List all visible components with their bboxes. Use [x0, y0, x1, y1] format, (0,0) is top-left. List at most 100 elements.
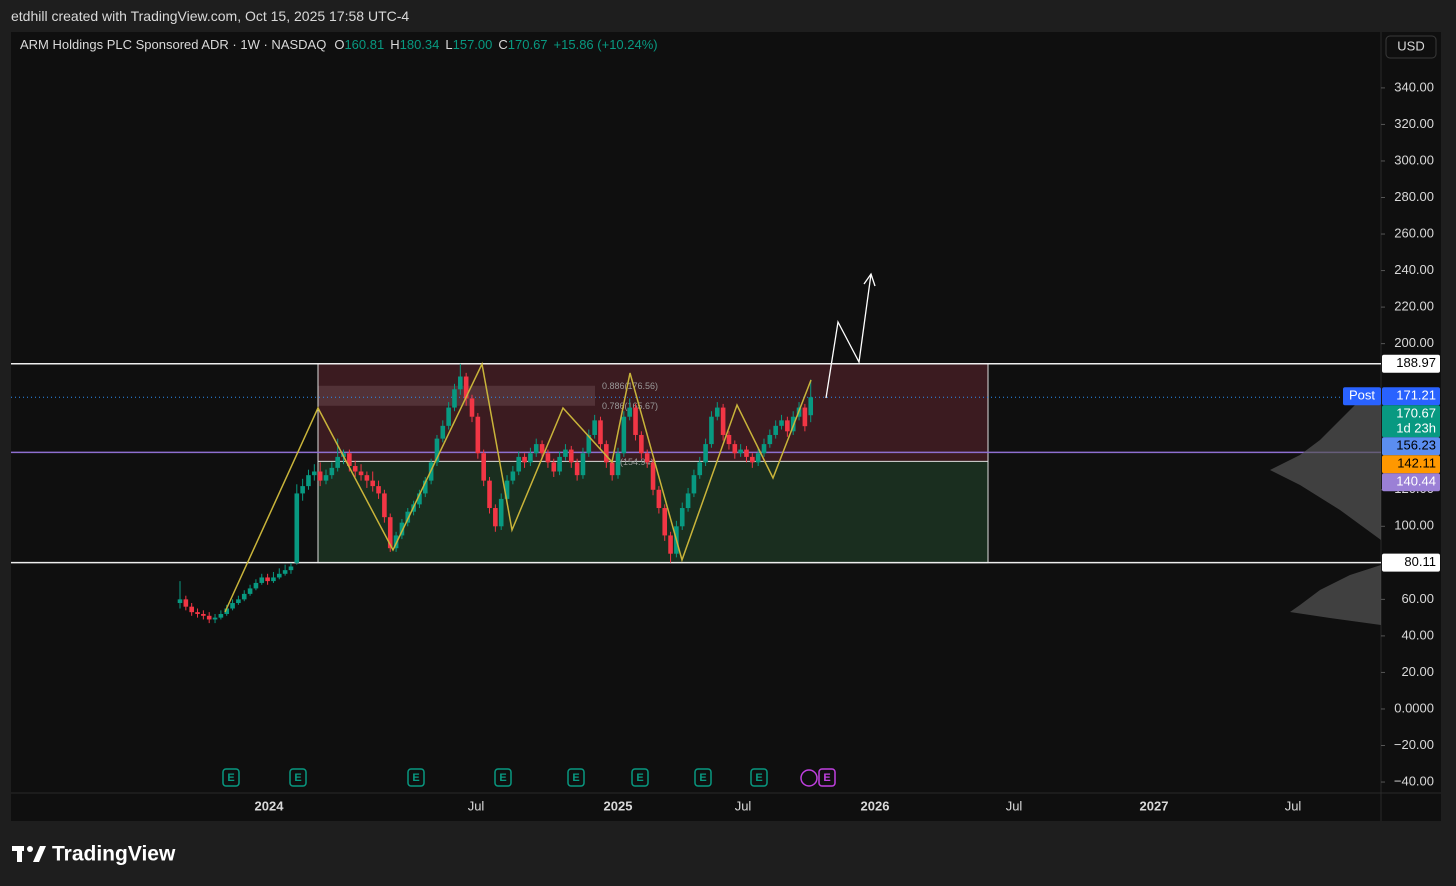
- candle-body: [691, 475, 697, 494]
- change: +15.86 (+10.24%): [554, 37, 658, 52]
- candle-body: [352, 466, 358, 472]
- candle-body: [241, 593, 247, 600]
- candle-body: [545, 453, 551, 463]
- volume-profile: [1270, 392, 1381, 625]
- price-label-box: [1382, 473, 1440, 492]
- symbol: ARM Holdings PLC Sponsored ADR · 1W · NA…: [20, 37, 326, 52]
- candle-body: [627, 407, 632, 417]
- candle-body: [206, 615, 212, 620]
- earnings-label: E: [227, 772, 234, 784]
- candle-body: [539, 444, 545, 454]
- candle-body: [685, 493, 691, 509]
- candle-body: [306, 475, 311, 487]
- earnings-marker: [694, 768, 712, 787]
- candle-body: [551, 462, 557, 472]
- price-label: 80.11: [1404, 554, 1436, 569]
- candle-body: [376, 486, 381, 494]
- y-tick-label: 40.00: [1401, 627, 1434, 642]
- earnings-marker: [567, 768, 585, 787]
- candle-body: [586, 434, 592, 454]
- brand: TradingView: [52, 843, 176, 866]
- candle-body: [387, 517, 393, 549]
- x-tick-label: Jul: [735, 798, 752, 813]
- arrow-head: [863, 272, 876, 287]
- x-tick-label: 2026: [861, 798, 890, 813]
- candle-body: [609, 462, 615, 476]
- price-label-box: [1382, 437, 1440, 456]
- candle-body: [621, 416, 627, 454]
- candle-body: [679, 508, 685, 527]
- candle-body: [709, 416, 714, 445]
- y-tick-label: 340.00: [1394, 79, 1434, 94]
- post-tag-label: Post: [1349, 388, 1375, 403]
- ohlc-value: 170.67: [508, 37, 548, 52]
- price-label: 142.11: [1397, 456, 1436, 471]
- price-label: 156.23: [1396, 438, 1436, 453]
- candle-body: [335, 456, 340, 468]
- x-tick-label: Jul: [1285, 798, 1302, 813]
- earnings-label: E: [823, 772, 830, 784]
- candle-body: [633, 407, 638, 435]
- candle-body: [650, 462, 656, 490]
- candle-body: [720, 407, 726, 435]
- earnings-label: E: [699, 772, 706, 784]
- price-label: 171.21: [1396, 388, 1436, 403]
- candle-body: [405, 511, 411, 523]
- candle-body: [452, 389, 457, 408]
- price-label-box: [1382, 455, 1440, 474]
- candle-body: [271, 577, 276, 582]
- candle-body: [282, 570, 288, 574]
- earnings-marker: [407, 768, 425, 787]
- y-tick-label: 220.00: [1394, 299, 1434, 314]
- x-tick-label: 2025: [604, 798, 633, 813]
- dividend-marker: [800, 769, 818, 787]
- price-label-box: [1382, 387, 1440, 406]
- y-tick-label: 320.00: [1394, 116, 1434, 131]
- earnings-label: E: [755, 772, 762, 784]
- earnings-label: E: [636, 772, 643, 784]
- candle-body: [212, 617, 218, 620]
- supply-zone: [318, 363, 988, 462]
- earnings-label: E: [294, 772, 301, 784]
- candle-body: [738, 449, 743, 454]
- candle-body: [516, 456, 522, 472]
- earnings-marker: [494, 768, 512, 787]
- x-tick-label: 2024: [255, 798, 285, 813]
- candle-body: [528, 453, 533, 463]
- ohlc-key: L: [445, 37, 452, 52]
- candle-body: [487, 480, 492, 509]
- y-tick-label: 300.00: [1394, 152, 1434, 167]
- candle-body: [294, 493, 300, 563]
- candle-body: [802, 407, 808, 427]
- candle-body: [469, 398, 475, 417]
- price-label-box: [1382, 553, 1440, 572]
- candle-body: [533, 444, 539, 454]
- candle-body: [183, 599, 189, 607]
- price-label: 188.97: [1396, 355, 1436, 370]
- brand-logo: [12, 846, 46, 862]
- y-tick-label: 260.00: [1394, 225, 1434, 240]
- earnings-marker: [289, 768, 307, 787]
- candle-body: [300, 486, 305, 494]
- candle-body: [358, 471, 364, 476]
- ohlc-value: 180.34: [400, 37, 440, 52]
- candle-body: [557, 456, 562, 472]
- candle-body: [481, 453, 486, 481]
- candle-body: [639, 434, 644, 454]
- candle-body: [201, 613, 206, 616]
- y-tick-label: 240.00: [1394, 262, 1434, 277]
- post-tag: [1343, 387, 1381, 406]
- ohlc-key: O: [334, 37, 344, 52]
- candle-body: [580, 453, 586, 476]
- candle-body: [265, 577, 270, 582]
- candle-body: [347, 453, 352, 467]
- candle-body: [732, 444, 738, 454]
- currency-button[interactable]: [1385, 35, 1437, 59]
- y-tick-label: 0.0000: [1394, 700, 1434, 715]
- candle-body: [493, 508, 498, 527]
- candle-body: [697, 462, 703, 476]
- candle-body: [808, 397, 814, 416]
- candle-body: [714, 407, 720, 417]
- candle-body: [259, 577, 265, 583]
